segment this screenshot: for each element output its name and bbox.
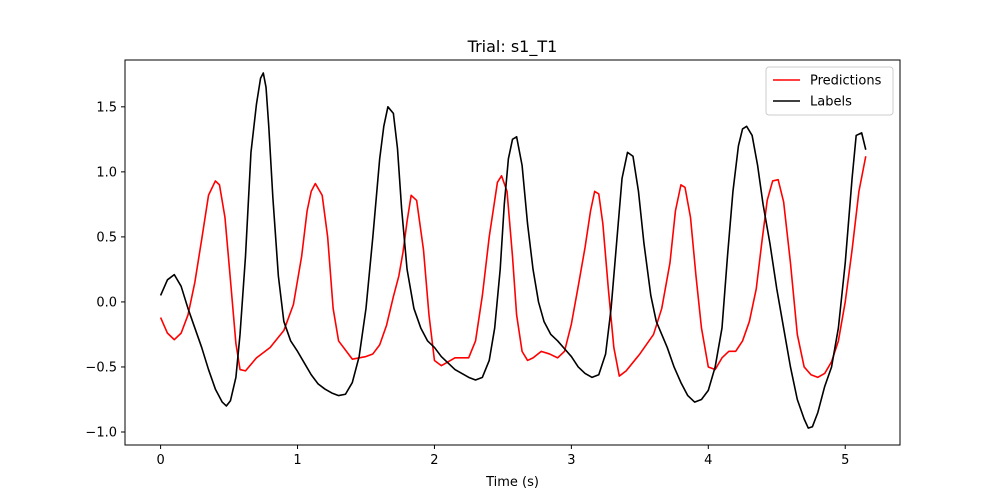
y-tick-label: 0.0	[96, 295, 117, 310]
y-axis: −1.0 −0.5 0.0 0.5 1.0 1.5	[85, 100, 125, 440]
x-tick-label: 4	[704, 453, 712, 468]
y-tick-label: 1.5	[96, 100, 117, 115]
x-tick-label: 5	[841, 453, 849, 468]
y-tick-label: 1.0	[96, 165, 117, 180]
x-tick-label: 3	[567, 453, 575, 468]
legend-box	[765, 66, 894, 116]
series-line-predictions	[159, 156, 867, 379]
axes-frame	[124, 59, 901, 446]
x-axis: 0 1 2 3 4 5	[156, 445, 849, 468]
x-tick-label: 2	[430, 453, 438, 468]
legend-label: Labels	[810, 95, 852, 110]
x-tick-label: 0	[156, 453, 164, 468]
legend-label: Predictions	[810, 74, 882, 89]
plot-lines	[159, 72, 867, 429]
series-line-labels	[159, 72, 867, 429]
y-tick-label: −1.0	[85, 425, 117, 440]
chart-title: Trial: s1_T1	[467, 37, 558, 57]
y-tick-label: −0.5	[85, 360, 117, 375]
x-axis-label: Time (s)	[485, 475, 539, 490]
y-tick-label: 0.5	[96, 230, 117, 245]
x-tick-label: 1	[293, 453, 301, 468]
legend: Predictions Labels	[765, 66, 894, 116]
